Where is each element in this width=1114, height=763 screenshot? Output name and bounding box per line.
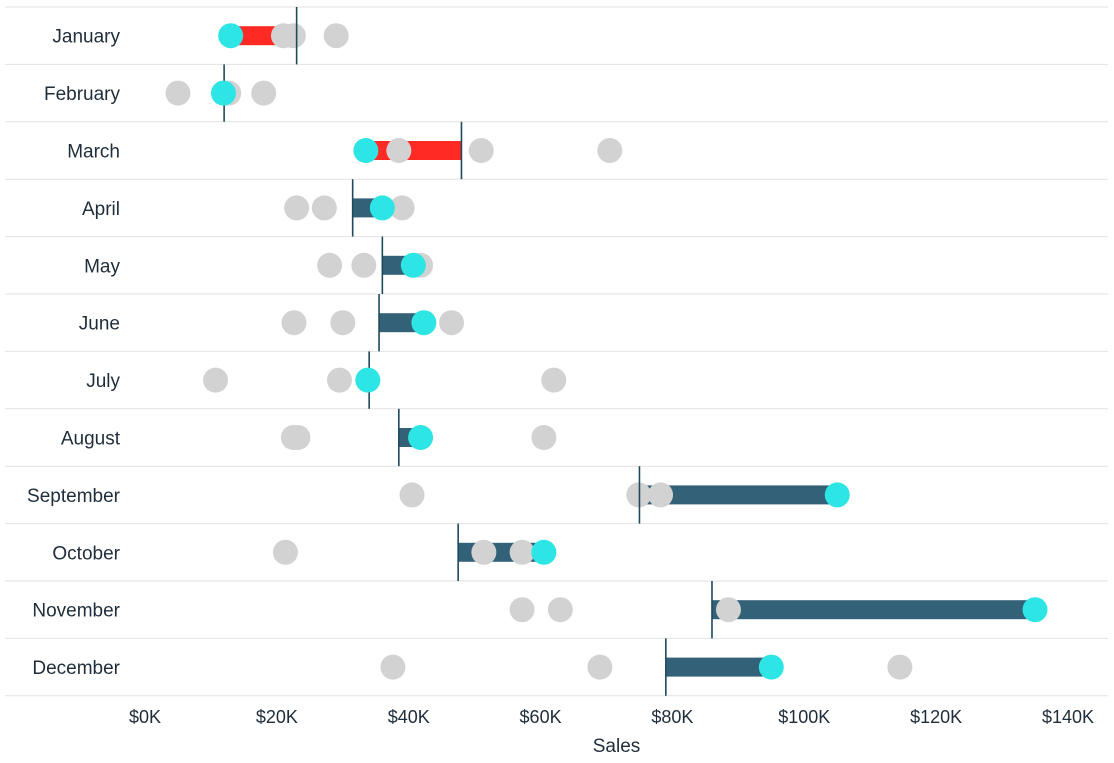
row-label: December bbox=[32, 658, 120, 679]
other-year-dot bbox=[648, 482, 674, 508]
x-tick-label: $100K bbox=[778, 707, 830, 727]
current-year-dot bbox=[369, 195, 395, 221]
other-year-dot bbox=[587, 654, 613, 680]
other-year-dot bbox=[284, 195, 310, 221]
row-label: August bbox=[61, 429, 121, 450]
current-year-dot bbox=[400, 252, 426, 278]
row-label: September bbox=[27, 486, 121, 507]
plot-area: January February March April May June July Augu… bbox=[5, 6, 1108, 727]
x-tick-label: $60K bbox=[520, 707, 562, 727]
current-year-dot bbox=[210, 80, 236, 106]
row-label: July bbox=[86, 371, 120, 392]
x-tick-label: $0K bbox=[129, 707, 161, 727]
current-year-dot bbox=[353, 138, 379, 163]
x-axis-title: Sales bbox=[593, 736, 641, 757]
row-label: April bbox=[82, 199, 120, 220]
other-year-dot bbox=[471, 539, 497, 565]
other-year-dot bbox=[251, 80, 277, 106]
current-year-dot bbox=[824, 482, 850, 508]
variance-bar bbox=[639, 485, 838, 505]
x-tick-label: $20K bbox=[256, 707, 298, 727]
other-year-dot bbox=[509, 539, 535, 565]
x-tick-label: $40K bbox=[388, 707, 430, 727]
other-year-dot bbox=[715, 597, 741, 623]
row-label: May bbox=[84, 256, 120, 277]
other-year-dot bbox=[509, 597, 535, 623]
other-year-dot bbox=[317, 252, 343, 278]
other-year-dot bbox=[380, 654, 406, 680]
other-year-dot bbox=[285, 425, 311, 450]
other-year-dot bbox=[597, 138, 623, 163]
current-year-dot bbox=[411, 310, 437, 336]
variance-bar bbox=[365, 141, 462, 160]
row-label: June bbox=[79, 314, 120, 335]
other-year-dot bbox=[323, 23, 349, 49]
other-year-dot bbox=[389, 195, 415, 221]
other-year-dot bbox=[203, 367, 229, 393]
current-year-dot bbox=[1022, 597, 1048, 623]
other-year-dot bbox=[439, 310, 465, 336]
other-year-dot bbox=[541, 367, 567, 393]
other-year-dot bbox=[468, 138, 494, 163]
row-label: February bbox=[44, 84, 121, 105]
other-year-dot bbox=[326, 367, 352, 393]
other-year-dot bbox=[281, 310, 307, 336]
variance-bar bbox=[711, 600, 1036, 620]
row-label: March bbox=[67, 142, 120, 163]
variance-bar bbox=[665, 657, 772, 677]
current-year-dot bbox=[355, 367, 381, 393]
row-label: November bbox=[32, 601, 120, 622]
x-tick-label: $80K bbox=[651, 707, 693, 727]
x-tick-label: $120K bbox=[910, 707, 962, 727]
other-year-dot bbox=[547, 597, 573, 623]
other-year-dot bbox=[272, 539, 298, 565]
other-year-dot bbox=[165, 80, 191, 106]
other-year-dot bbox=[351, 252, 377, 278]
other-year-dot bbox=[280, 23, 306, 49]
current-year-dot bbox=[408, 425, 434, 450]
current-year-dot bbox=[531, 539, 557, 565]
other-year-dot bbox=[311, 195, 337, 221]
current-year-dot bbox=[758, 654, 784, 680]
other-year-dot bbox=[531, 425, 557, 450]
other-year-dot bbox=[887, 654, 913, 680]
row-label: January bbox=[52, 27, 120, 48]
other-year-dot bbox=[386, 138, 412, 163]
other-year-dot bbox=[330, 310, 356, 336]
row-label: October bbox=[52, 543, 120, 564]
x-tick-label: $140K bbox=[1042, 707, 1094, 727]
current-year-dot bbox=[218, 23, 244, 49]
other-year-dot bbox=[399, 482, 425, 508]
